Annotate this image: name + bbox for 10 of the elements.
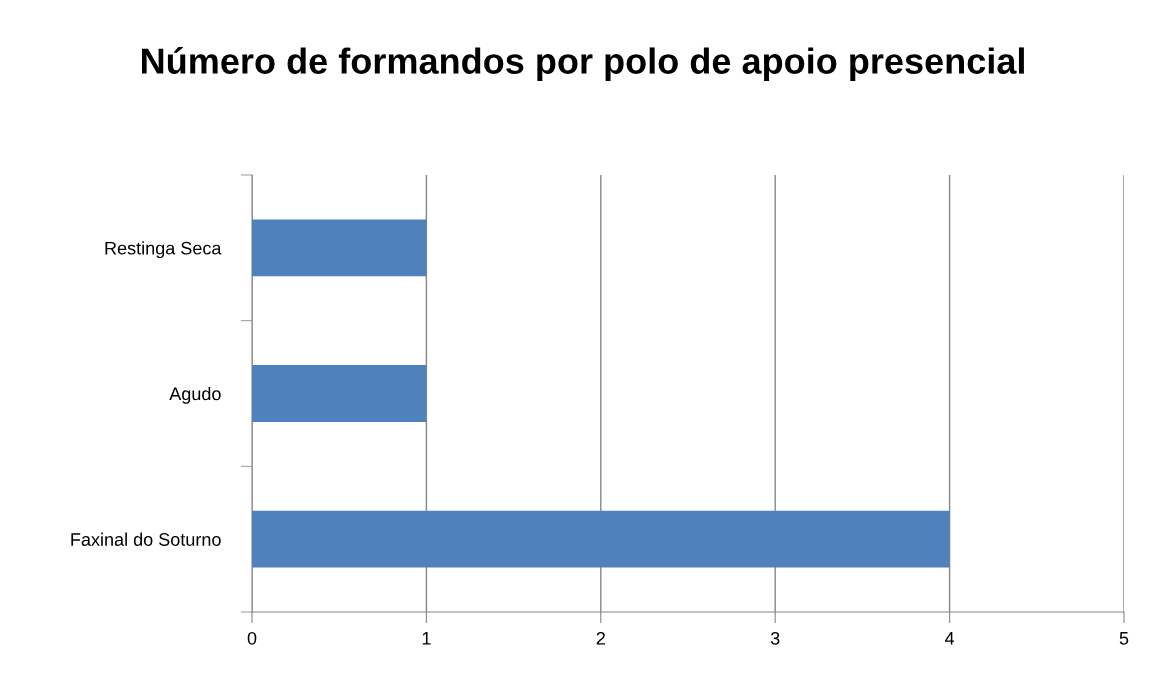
x-tick-label: 1 bbox=[422, 632, 431, 645]
x-tick-label: 5 bbox=[1119, 632, 1129, 645]
chart-title: Número de formandos por polo de apoio presencial bbox=[142, 47, 1024, 82]
y-tick-label: Restinga Seca bbox=[105, 241, 222, 259]
x-tick-label: 0 bbox=[247, 631, 257, 645]
x-tick-label: 3 bbox=[770, 631, 780, 645]
y-tick-label: Faxinal do Soturno bbox=[71, 532, 221, 546]
x-tick-label: 2 bbox=[596, 631, 605, 645]
x-tick-label: 4 bbox=[944, 632, 955, 645]
y-tick-label: Agudo bbox=[169, 386, 221, 404]
